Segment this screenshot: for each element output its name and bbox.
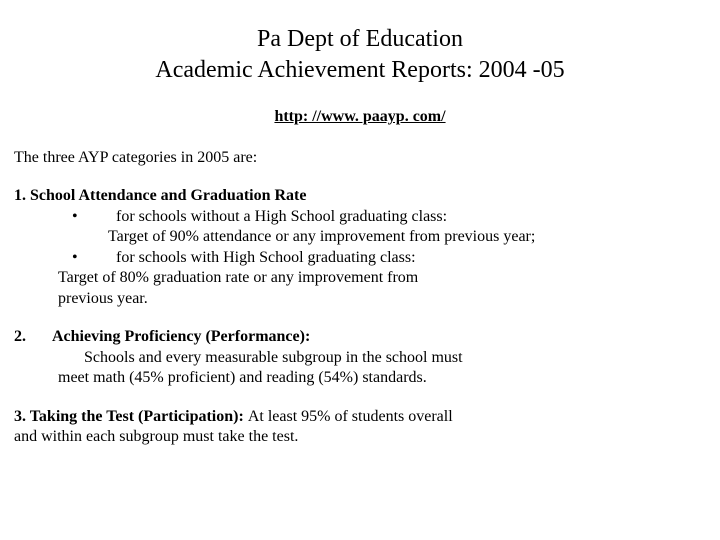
bullet-1-continuation: Target of 90% attendance or any improvem…: [14, 227, 706, 247]
category-1-tail-1: Target of 80% graduation rate or any imp…: [14, 268, 706, 288]
category-2-body-2: meet math (45% proficient) and reading (…: [14, 368, 706, 388]
bullet-1-text: for schools without a High School gradua…: [116, 208, 447, 225]
category-2-number: 2.: [14, 327, 48, 347]
title-line-2: Academic Achievement Reports: 2004 -05: [155, 57, 564, 83]
bullet-icon: •: [72, 248, 116, 268]
page-title: Pa Dept of Education Academic Achievemen…: [14, 24, 706, 85]
category-2-body-1: Schools and every measurable subgroup in…: [14, 348, 706, 368]
category-3: 3. Taking the Test (Participation): At l…: [14, 407, 706, 448]
category-2: 2. Achieving Proficiency (Performance): …: [14, 327, 706, 388]
category-1-bullet-2: •for schools with High School graduating…: [14, 248, 706, 268]
category-2-title: Achieving Proficiency (Performance):: [52, 328, 310, 345]
category-3-title: 3. Taking the Test (Participation):: [14, 408, 248, 425]
bullet-icon: •: [72, 207, 116, 227]
category-1-tail-2: previous year.: [14, 289, 706, 309]
source-link[interactable]: http: //www. paayp. com/: [274, 108, 445, 125]
category-3-line-2: and within each subgroup must take the t…: [14, 427, 706, 447]
category-3-line-1: 3. Taking the Test (Participation): At l…: [14, 407, 706, 427]
intro-text: The three AYP categories in 2005 are:: [14, 148, 706, 168]
title-line-1: Pa Dept of Education: [257, 26, 463, 52]
category-1-bullet-1: •for schools without a High School gradu…: [14, 207, 706, 227]
bullet-2-text: for schools with High School graduating …: [116, 249, 416, 266]
category-1: 1. School Attendance and Graduation Rate…: [14, 186, 706, 309]
source-link-line: http: //www. paayp. com/: [14, 107, 706, 127]
category-2-heading: 2. Achieving Proficiency (Performance):: [14, 327, 706, 347]
category-3-rest-1: At least 95% of students overall: [248, 408, 453, 425]
category-1-heading: 1. School Attendance and Graduation Rate: [14, 186, 706, 206]
